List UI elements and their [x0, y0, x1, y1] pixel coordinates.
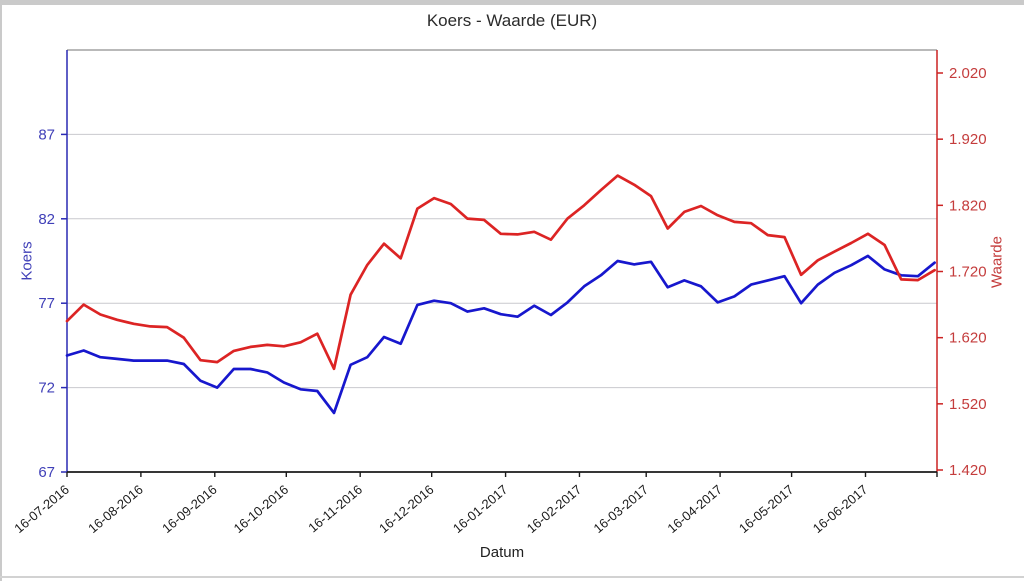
svg-text:16-05-2017: 16-05-2017 [736, 482, 797, 536]
svg-text:72: 72 [38, 380, 55, 397]
svg-text:77: 77 [38, 295, 55, 312]
window-frame-left [0, 0, 2, 581]
svg-text:16-04-2017: 16-04-2017 [664, 482, 725, 536]
svg-text:16-07-2016: 16-07-2016 [11, 482, 72, 536]
svg-text:16-03-2017: 16-03-2017 [591, 482, 652, 536]
svg-text:16-09-2016: 16-09-2016 [159, 482, 220, 536]
svg-text:1.920: 1.920 [949, 131, 987, 148]
chart-title: Koers - Waarde (EUR) [426, 11, 598, 30]
svg-text:1.820: 1.820 [949, 197, 987, 214]
svg-text:16-12-2016: 16-12-2016 [376, 482, 437, 536]
window-frame-top [0, 0, 1024, 5]
svg-text:1.720: 1.720 [949, 264, 987, 281]
svg-text:82: 82 [38, 211, 55, 228]
svg-text:1.420: 1.420 [949, 462, 987, 479]
svg-text:2.020: 2.020 [949, 65, 987, 82]
svg-text:1.620: 1.620 [949, 330, 987, 347]
svg-text:16-02-2017: 16-02-2017 [524, 482, 585, 536]
svg-text:16-06-2017: 16-06-2017 [810, 482, 871, 536]
svg-text:16-08-2016: 16-08-2016 [85, 482, 146, 536]
svg-text:16-11-2016: 16-11-2016 [305, 482, 365, 536]
window-frame-bottom [0, 576, 1024, 578]
svg-text:16-01-2017: 16-01-2017 [450, 482, 511, 536]
x-axis-title: Datum [479, 544, 525, 561]
svg-text:87: 87 [38, 126, 55, 143]
svg-text:1.520: 1.520 [949, 396, 987, 413]
svg-text:67: 67 [38, 464, 55, 481]
svg-text:16-10-2016: 16-10-2016 [231, 482, 292, 536]
